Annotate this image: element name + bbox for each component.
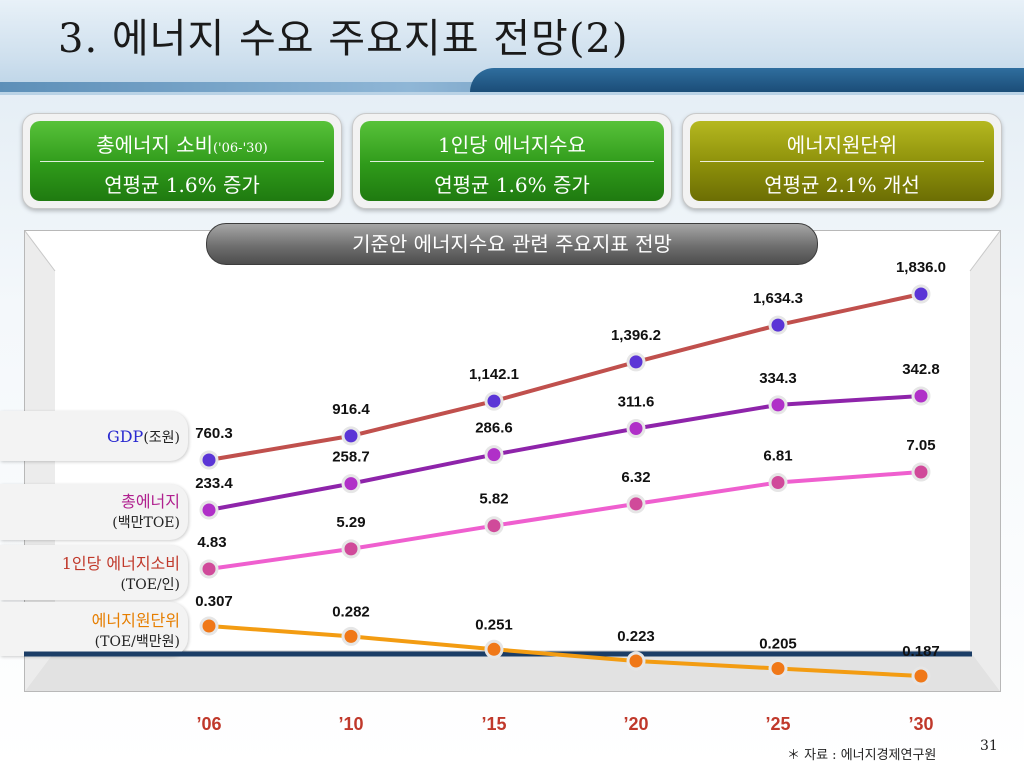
x-tick-label: ’06 (196, 714, 222, 734)
source-footnote: ＊ 자료 : 에너지경제연구원 (787, 748, 937, 763)
x-tick-label: ’25 (765, 714, 791, 734)
series-label-gdp: GDP(조원) (0, 411, 188, 461)
header-tab (470, 68, 1024, 92)
series-label-intensity-name: 에너지원단위 (91, 611, 180, 630)
series-label-total-energy-name: 총에너지 (121, 492, 180, 511)
x-tick-label: ’20 (623, 714, 649, 734)
summary-box-per-capita: 1인당 에너지수요 연평균 1.6% 증가 (352, 113, 672, 209)
summary-box-inner: 1인당 에너지수요 연평균 1.6% 증가 (360, 121, 664, 201)
summary-box-value: 연평균 2.1% 개선 (764, 173, 920, 197)
summary-box-title: 에너지원단위 (786, 133, 898, 157)
summary-box-inner: 총에너지 소비('06-'30) 연평균 1.6% 증가 (30, 121, 334, 201)
series-label-per-capita: 1인당 에너지소비 (TOE/인) (0, 545, 188, 600)
x-tick-label: ’30 (908, 714, 934, 734)
series-label-intensity: 에너지원단위 (TOE/백만원) (0, 602, 188, 656)
summary-box-title: 총에너지 소비('06-'30) (96, 133, 268, 157)
series-label-total-energy-unit: (백만TOE) (112, 515, 180, 531)
summary-box-divider (700, 161, 984, 162)
summary-box-intensity: 에너지원단위 연평균 2.1% 개선 (682, 113, 1002, 209)
x-tick-label: ’15 (481, 714, 507, 734)
series-label-gdp-name: GDP(조원) (106, 427, 180, 446)
summary-box-divider (40, 161, 324, 162)
chart-header: 기준안 에너지수요 관련 주요지표 전망 (206, 223, 818, 265)
summary-box-divider (370, 161, 654, 162)
series-label-intensity-unit: (TOE/백만원) (94, 634, 180, 650)
summary-box-value: 연평균 1.6% 증가 (104, 173, 260, 197)
slide-title: 3. 에너지 수요 주요지표 전망(2) (58, 16, 629, 62)
x-tick-label: ’10 (338, 714, 364, 734)
page-number: 31 (980, 738, 998, 754)
summary-box-value: 연평균 1.6% 증가 (434, 173, 590, 197)
summary-box-inner: 에너지원단위 연평균 2.1% 개선 (690, 121, 994, 201)
summary-box-title: 1인당 에너지수요 (438, 133, 586, 157)
series-label-per-capita-unit: (TOE/인) (120, 577, 180, 593)
summary-box-total-energy: 총에너지 소비('06-'30) 연평균 1.6% 증가 (22, 113, 342, 209)
series-label-total-energy: 총에너지 (백만TOE) (0, 484, 188, 540)
series-label-per-capita-name: 1인당 에너지소비 (61, 554, 180, 573)
